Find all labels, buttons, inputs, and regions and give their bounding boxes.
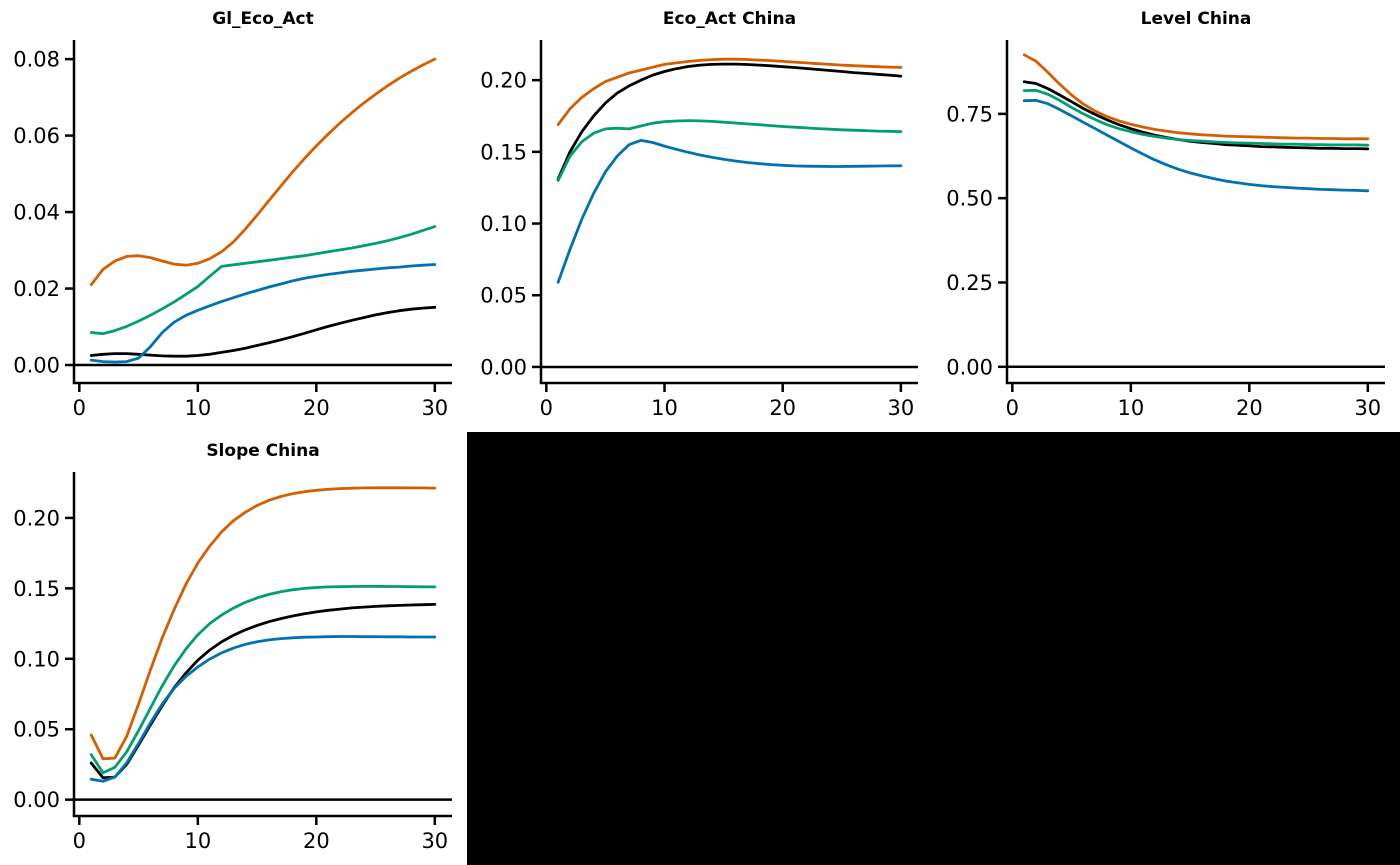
- series-line-blue: [1022, 99, 1370, 193]
- series-line-green: [556, 119, 903, 182]
- x-tick-label: 20: [303, 829, 330, 853]
- y-tick-label: 0.20: [480, 69, 527, 93]
- series-line-blue: [89, 263, 437, 364]
- x-tick-label: 10: [184, 396, 211, 420]
- chart-title-eco-act-china: Eco_Act China: [662, 9, 797, 29]
- chart-panel-slope-china: 0.00 0.05 0.10 0.15 0.20 0 10 20 30 Slope China: [0, 432, 467, 865]
- x-tick-label: 30: [421, 396, 448, 420]
- series-line-orange: [89, 486, 437, 761]
- y-tick-label: 0.04: [13, 201, 60, 225]
- chart-canvas-slope-china: 0.00 0.05 0.10 0.15 0.20 0 10 20 30: [13, 472, 452, 853]
- chart-canvas-level-china: 0.00 0.25 0.50 0.75 0 10 20 30: [946, 40, 1385, 420]
- y-tick-label: 0.10: [480, 212, 527, 236]
- x-tick-label: 20: [1236, 396, 1263, 420]
- y-tick-label: 0.00: [13, 788, 60, 812]
- series-line-green: [89, 225, 437, 336]
- y-tick-label: 0.02: [13, 277, 60, 301]
- x-tick-label: 30: [1354, 396, 1381, 420]
- y-tick-label: 0.15: [480, 140, 527, 164]
- chart-canvas-eco-act-china: 0.00 0.05 0.10 0.15 0.20 0 10 20 30: [480, 40, 918, 420]
- series-line-blue: [556, 138, 903, 284]
- x-tick-label: 0: [73, 829, 86, 853]
- y-tick-label: 0.08: [13, 48, 60, 72]
- series-line-black: [89, 305, 437, 358]
- series-line-orange: [556, 57, 903, 126]
- y-tick-label: 0.06: [13, 124, 60, 148]
- chart-canvas-gl-eco-act: 0.00 0.02 0.04 0.06 0.08 0 10 20 30: [13, 40, 452, 420]
- chart-title-slope-china: Slope China: [206, 441, 320, 461]
- chart-title-level-china: Level China: [1140, 9, 1252, 29]
- empty-panel-black: [467, 432, 1400, 865]
- series-line-blue: [89, 635, 437, 783]
- chart-title-gl-eco-act: Gl_Eco_Act: [212, 9, 314, 29]
- y-tick-label: 0.15: [13, 577, 60, 601]
- x-tick-label: 10: [651, 396, 678, 420]
- series-line-green: [89, 584, 437, 775]
- chart-panel-level-china: 0.00 0.25 0.50 0.75 0 10 20 30 Level China: [933, 0, 1400, 432]
- y-tick-label: 0.00: [946, 355, 993, 379]
- y-tick-label: 0.05: [13, 718, 60, 742]
- y-tick-label: 0.50: [946, 187, 993, 211]
- y-tick-label: 0.00: [480, 355, 527, 379]
- chart-panel-eco-act-china: 0.00 0.05 0.10 0.15 0.20 0 10 20 30 Eco_Act Chin…: [467, 0, 933, 432]
- y-tick-label: 0.75: [946, 102, 993, 126]
- x-tick-label: 30: [887, 396, 914, 420]
- y-tick-label: 0.05: [480, 284, 527, 308]
- x-tick-label: 0: [1006, 396, 1019, 420]
- series-line-black: [556, 62, 903, 181]
- chart-panel-gl-eco-act: 0.00 0.02 0.04 0.06 0.08 0 10 20 30 Gl_Eco_Act: [0, 0, 467, 432]
- y-tick-label: 0.20: [13, 506, 60, 530]
- y-tick-label: 0.00: [13, 354, 60, 378]
- x-tick-label: 0: [73, 396, 86, 420]
- x-tick-label: 20: [303, 396, 330, 420]
- series-line-orange: [1022, 53, 1370, 141]
- series-line-orange: [89, 57, 437, 287]
- x-tick-label: 20: [769, 396, 796, 420]
- x-tick-label: 10: [184, 829, 211, 853]
- x-tick-label: 0: [540, 396, 553, 420]
- y-tick-label: 0.10: [13, 647, 60, 671]
- y-tick-label: 0.25: [946, 271, 993, 295]
- x-tick-label: 30: [421, 829, 448, 853]
- x-tick-label: 10: [1117, 396, 1144, 420]
- series-line-green: [1022, 88, 1370, 147]
